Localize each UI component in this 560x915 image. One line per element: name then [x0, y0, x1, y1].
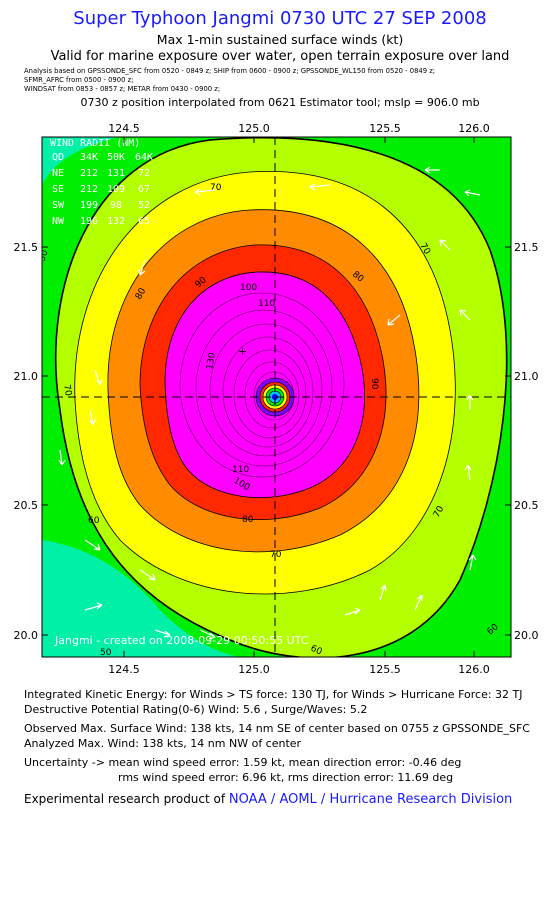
- contour-label: 130: [205, 352, 218, 371]
- x-tick-bottom: 124.5: [108, 663, 140, 676]
- wind-arrow: [89, 409, 96, 426]
- contour-label: 70: [210, 183, 222, 193]
- x-tick-top: 124.5: [108, 122, 140, 135]
- contour-label: 90: [369, 378, 379, 390]
- uncertainty-line-2: rms wind speed error: 6.96 kt, rms direc…: [118, 771, 454, 784]
- wind-contour-field: + 50 50 60 60 60 70 70 70 70 70 80 80 80…: [37, 137, 511, 658]
- wind-radii-row-nw: NW 196 132 65: [52, 216, 150, 227]
- contour-label: 50: [37, 249, 50, 263]
- wind-arrow: [459, 309, 471, 321]
- y-tick-left: 21.0: [14, 370, 39, 383]
- contour-label: 50: [100, 648, 112, 658]
- contour-label: 80: [242, 515, 254, 525]
- y-tick-left: 20.5: [14, 499, 39, 512]
- x-tick-top: 125.5: [369, 122, 401, 135]
- contour-label: 70: [61, 384, 73, 397]
- wind-radii-title: WIND RADII (NM): [50, 138, 140, 149]
- map-frame: [41, 136, 512, 658]
- wind-arrow: [414, 594, 423, 611]
- observed-max-wind: Observed Max. Surface Wind: 138 kts, 14 …: [24, 722, 530, 735]
- max-wind-marker: +: [238, 345, 247, 358]
- wind-arrow: [466, 394, 474, 410]
- contour-label: 110: [258, 299, 275, 309]
- wind-arrow: [379, 584, 387, 601]
- map-subtitle: Max 1-min sustained surface winds (kt): [156, 32, 404, 47]
- hrd-link[interactable]: NOAA / AOML / Hurricane Research Divisio…: [228, 792, 513, 807]
- wind-arrow: [387, 314, 401, 326]
- wind-arrow: [94, 369, 103, 386]
- wind-arrow: [154, 629, 171, 638]
- x-tick-bottom: 125.5: [369, 663, 401, 676]
- wind-arrow: [199, 629, 216, 640]
- contour-label: 100: [240, 283, 257, 293]
- wind-arrow: [309, 183, 331, 191]
- wind-radii-header: QD 34K 50K 64K: [52, 152, 153, 163]
- analysis-sources-line-1: Analysis based on GPSSONDE_SFC from 0520…: [24, 67, 436, 75]
- y-tick-left: 20.0: [14, 629, 39, 642]
- analysis-sources-line-3: WINDSAT from 0853 - 0857 z; METAR from 0…: [24, 85, 221, 93]
- wind-radii-row-sw: SW 199 98 52: [52, 200, 150, 211]
- sw-low-wind-band: [42, 540, 240, 657]
- credit-line: Experimental research product of NOAA / …: [24, 792, 512, 807]
- y-tick-right: 20.5: [514, 499, 539, 512]
- credit-prefix: Experimental research product of: [24, 792, 229, 806]
- y-tick-right: 21.0: [514, 370, 539, 383]
- wind-radii-table: WIND RADII (NM) QD 34K 50K 64K NE 212 131 72 S…: [50, 138, 153, 227]
- x-tick-bottom: 125.0: [238, 663, 270, 676]
- wind-vectors: [58, 166, 481, 640]
- wind-arrow: [464, 464, 472, 481]
- x-tick-top: 125.0: [238, 122, 270, 135]
- contour-label: 70: [270, 550, 282, 560]
- map-watermark: Jangmi - created on 2008-09-29 00:50:55 …: [54, 634, 309, 647]
- map-title: Super Typhoon Jangmi 0730 UTC 27 SEP 200…: [73, 8, 487, 29]
- ike-text: Integrated Kinetic Energy: for Winds > T…: [24, 688, 523, 701]
- wind-arrow: [139, 569, 156, 581]
- wind-arrow: [424, 166, 440, 174]
- analysis-sources-line-2: SFMR_AFRC from 0500 - 0900 z;: [24, 76, 134, 84]
- wind-arrow: [344, 607, 361, 616]
- wind-arrow: [58, 449, 66, 466]
- x-tick-top: 126.0: [458, 122, 490, 135]
- wind-arrow: [439, 239, 451, 251]
- wind-arrow: [84, 602, 103, 611]
- y-tick-right: 21.5: [514, 241, 539, 254]
- uncertainty-line-1: Uncertainty -> mean wind speed error: 1.…: [24, 756, 462, 769]
- y-tick-left: 21.5: [14, 241, 39, 254]
- wind-radii-row-se: SE 212 109 67: [52, 184, 150, 195]
- position-note: 0730 z position interpolated from 0621 E…: [80, 96, 480, 109]
- dpr-text: Destructive Potential Rating(0-6) Wind: …: [24, 703, 368, 716]
- x-tick-bottom: 126.0: [458, 663, 490, 676]
- axis-ticks: [42, 137, 511, 657]
- y-tick-right: 20.0: [514, 629, 539, 642]
- nw-low-wind-band: [42, 137, 120, 185]
- wind-arrow: [194, 188, 216, 196]
- contour-label: 60: [88, 516, 100, 526]
- analyzed-max-wind: Analyzed Max. Wind: 138 kts, 14 nm NW of…: [24, 737, 302, 750]
- wind-radii-row-ne: NE 212 131 72: [52, 168, 150, 179]
- exposure-note: Valid for marine exposure over water, op…: [50, 49, 510, 64]
- wind-field-map: 124.5 125.0 125.5 126.0 124.5 125.0 125.…: [14, 122, 539, 676]
- wind-arrow: [464, 189, 481, 197]
- wind-arrow: [84, 539, 101, 551]
- contour-label: 110: [232, 465, 249, 475]
- wind-arrow: [138, 259, 146, 276]
- wind-arrow: [468, 554, 477, 571]
- contour-label: 60: [309, 644, 324, 658]
